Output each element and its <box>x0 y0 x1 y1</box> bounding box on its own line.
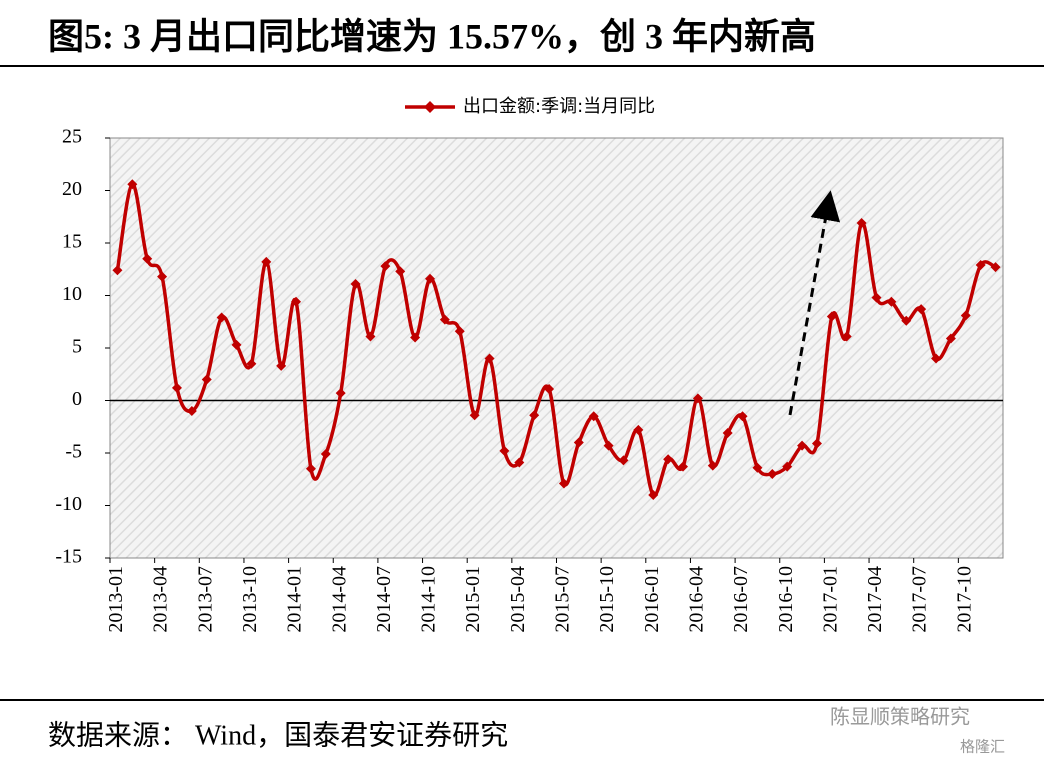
point-marker <box>558 478 569 489</box>
point-marker <box>782 461 793 472</box>
x-tick-label: 2013-10 <box>239 566 261 633</box>
point-marker <box>469 410 480 421</box>
point-marker <box>960 310 971 321</box>
point-marker <box>767 469 778 479</box>
watermark: 陈显顺策略研究 <box>830 705 970 729</box>
point-marker <box>439 314 450 325</box>
x-tick-label: 2013-04 <box>150 566 172 633</box>
point-marker <box>320 449 331 460</box>
x-tick-label: 2014-10 <box>418 566 440 633</box>
point-marker <box>797 440 808 451</box>
point-marker <box>395 266 406 277</box>
x-tick-label: 2017-04 <box>864 566 886 633</box>
point-marker <box>692 393 703 404</box>
point-marker <box>826 311 837 322</box>
point-marker <box>856 218 867 229</box>
point-marker <box>291 296 302 307</box>
point-marker <box>811 438 822 449</box>
y-tick-label: 5 <box>72 336 82 358</box>
point-marker <box>975 260 986 271</box>
point-marker <box>737 411 748 422</box>
point-marker <box>112 265 123 276</box>
y-tick-label: 25 <box>62 126 82 148</box>
point-marker <box>901 315 912 326</box>
y-tick-label: -15 <box>55 546 82 568</box>
point-marker <box>157 271 168 282</box>
point-marker <box>573 437 584 448</box>
point-marker <box>246 358 257 369</box>
point-marker <box>127 179 138 190</box>
x-tick-label: 2016-01 <box>641 566 663 633</box>
trend-arrow <box>788 190 841 416</box>
point-marker <box>544 383 555 394</box>
point-marker <box>499 445 510 456</box>
watermark: 格隆汇 <box>960 738 1005 756</box>
point-marker <box>841 331 852 342</box>
source-note: 数据来源： Wind，国泰君安证券研究 <box>48 719 508 751</box>
x-tick-label: 2014-01 <box>284 566 306 633</box>
x-tick-label: 2015-01 <box>462 566 484 633</box>
point-marker <box>514 457 525 468</box>
point-marker <box>142 253 153 264</box>
y-tick-label: 15 <box>62 231 82 253</box>
x-tick-label: 2017-01 <box>819 566 841 633</box>
y-tick-label: 10 <box>62 283 82 305</box>
point-marker <box>216 312 227 323</box>
legend-label: 出口金额:季调:当月同比 <box>463 96 655 117</box>
legend-marker <box>424 101 436 113</box>
point-marker <box>484 353 495 364</box>
x-tick-label: 2017-10 <box>953 566 975 633</box>
point-marker <box>171 382 182 393</box>
point-marker <box>707 460 718 471</box>
x-tick-label: 2014-07 <box>373 566 395 633</box>
point-marker <box>931 353 942 364</box>
point-marker <box>276 360 287 371</box>
point-marker <box>603 440 614 451</box>
point-marker <box>886 296 897 307</box>
x-tick-label: 2015-10 <box>596 566 618 633</box>
point-marker <box>618 455 629 466</box>
point-marker <box>380 261 391 272</box>
point-marker <box>305 463 316 474</box>
point-marker <box>201 374 212 385</box>
point-marker <box>722 428 733 439</box>
point-marker <box>261 256 272 267</box>
x-tick-label: 2014-04 <box>328 566 350 633</box>
point-marker <box>350 278 361 289</box>
point-marker <box>633 424 644 435</box>
y-tick-label: 0 <box>72 388 82 410</box>
point-marker <box>335 388 346 399</box>
point-marker <box>365 331 376 342</box>
point-marker <box>410 332 421 343</box>
point-marker <box>648 490 659 500</box>
point-marker <box>752 462 763 473</box>
x-tick-label: 2016-07 <box>730 566 752 633</box>
x-tick-label: 2016-10 <box>775 566 797 633</box>
x-tick-label: 2016-04 <box>685 566 707 633</box>
point-marker <box>231 339 242 350</box>
point-marker <box>424 273 435 284</box>
chart-title: 图5: 3 月出口同比增速为 15.57%，创 3 年内新高 <box>48 16 816 56</box>
point-marker <box>990 262 1001 273</box>
y-tick-label: 20 <box>62 178 82 200</box>
x-tick-label: 2015-07 <box>552 566 574 633</box>
x-tick-label: 2013-07 <box>194 566 216 633</box>
point-marker <box>871 292 882 303</box>
plot-area <box>109 137 1004 559</box>
point-marker <box>588 411 599 422</box>
point-marker <box>945 333 956 344</box>
y-tick-label: -5 <box>65 441 82 463</box>
point-marker <box>916 304 927 315</box>
point-marker <box>529 410 540 421</box>
y-tick-label: -10 <box>55 493 82 515</box>
x-tick-label: 2017-07 <box>909 566 931 633</box>
point-marker <box>678 461 689 472</box>
point-marker <box>663 454 674 465</box>
point-marker <box>454 326 465 337</box>
x-tick-label: 2015-04 <box>507 566 529 633</box>
point-marker <box>186 406 197 416</box>
x-tick-label: 2013-01 <box>105 566 127 633</box>
